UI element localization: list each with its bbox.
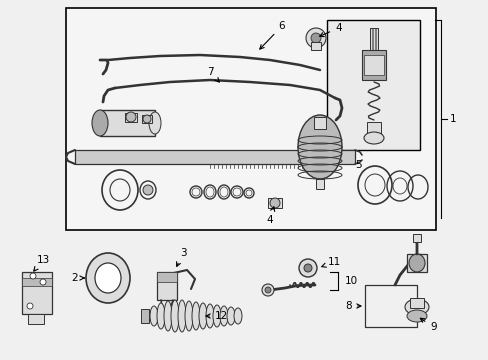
Bar	[361, 50, 385, 80]
Bar	[412, 234, 420, 242]
Ellipse shape	[126, 112, 136, 122]
Bar	[125, 113, 137, 122]
Ellipse shape	[408, 254, 424, 272]
Text: 9: 9	[420, 318, 436, 332]
Bar	[28, 314, 44, 324]
Bar	[364, 285, 416, 327]
Ellipse shape	[199, 303, 206, 329]
Bar	[66, 8, 435, 230]
Text: 8: 8	[345, 301, 360, 311]
Ellipse shape	[298, 259, 316, 277]
Ellipse shape	[142, 115, 151, 123]
Ellipse shape	[234, 308, 242, 324]
Bar	[157, 272, 177, 300]
Circle shape	[40, 279, 46, 285]
Ellipse shape	[163, 301, 172, 331]
Bar	[326, 20, 419, 150]
Text: 4: 4	[319, 23, 341, 37]
Ellipse shape	[363, 132, 383, 144]
Text: 6: 6	[259, 21, 285, 49]
Ellipse shape	[404, 299, 428, 315]
Ellipse shape	[269, 198, 280, 208]
Bar	[142, 115, 152, 123]
Bar	[406, 254, 426, 272]
Bar	[22, 272, 52, 314]
Bar	[366, 122, 380, 138]
Ellipse shape	[205, 304, 214, 328]
Ellipse shape	[226, 307, 235, 325]
Bar	[22, 278, 52, 286]
Text: 5: 5	[354, 160, 361, 170]
Ellipse shape	[149, 112, 161, 134]
Circle shape	[264, 287, 270, 293]
Text: 2: 2	[71, 273, 84, 283]
Circle shape	[27, 303, 33, 309]
Ellipse shape	[310, 33, 320, 43]
Circle shape	[262, 284, 273, 296]
Ellipse shape	[157, 303, 164, 329]
Bar	[141, 309, 149, 323]
Bar	[313, 117, 325, 129]
Ellipse shape	[192, 302, 200, 330]
Text: 11: 11	[321, 257, 341, 267]
Text: 12: 12	[205, 311, 228, 321]
Ellipse shape	[304, 264, 311, 272]
Text: 13: 13	[34, 255, 49, 271]
Ellipse shape	[92, 110, 108, 136]
Ellipse shape	[171, 300, 179, 332]
Ellipse shape	[95, 263, 121, 293]
Bar	[369, 28, 377, 50]
Text: 1: 1	[449, 114, 455, 124]
Bar	[409, 298, 423, 308]
Ellipse shape	[142, 185, 153, 195]
Bar	[75, 150, 354, 164]
Ellipse shape	[150, 306, 158, 326]
Bar	[310, 42, 320, 50]
Ellipse shape	[86, 253, 130, 303]
Ellipse shape	[406, 310, 426, 322]
Bar	[100, 110, 155, 136]
Ellipse shape	[213, 305, 221, 327]
Text: 4: 4	[266, 207, 274, 225]
Text: 10: 10	[345, 276, 357, 286]
Ellipse shape	[305, 28, 325, 48]
Ellipse shape	[184, 301, 193, 331]
Circle shape	[30, 273, 36, 279]
Ellipse shape	[297, 115, 341, 179]
Text: 3: 3	[176, 248, 186, 266]
Ellipse shape	[142, 310, 151, 322]
Ellipse shape	[220, 306, 227, 326]
Bar	[363, 55, 383, 75]
Text: 7: 7	[206, 67, 219, 82]
Ellipse shape	[178, 300, 185, 332]
Bar	[157, 272, 177, 282]
Bar	[267, 198, 282, 208]
Bar	[315, 179, 324, 189]
